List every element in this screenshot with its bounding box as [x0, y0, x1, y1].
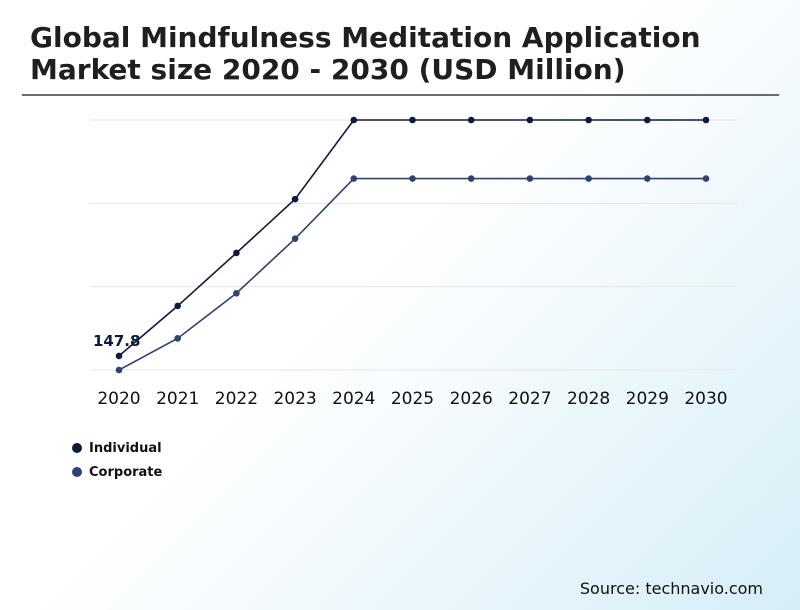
point-corporate-2030: [702, 175, 710, 182]
legend-marker-individual: [72, 443, 82, 453]
x-tick-label-2029: 2029: [626, 389, 669, 409]
data-label-0: 147.8: [93, 332, 140, 350]
point-individual-2025: [409, 116, 416, 124]
x-tick-label-2026: 2026: [450, 389, 493, 409]
point-corporate-2024: [350, 175, 358, 182]
point-individual-2028: [585, 116, 592, 124]
legend-item-individual: Individual: [72, 436, 162, 460]
point-corporate-2023: [291, 235, 299, 242]
series-line-individual: [118, 119, 706, 357]
x-tick-label-2023: 2023: [273, 389, 316, 409]
source-note: Source: technavio.com: [579, 579, 763, 598]
point-individual-2020: [115, 352, 123, 360]
point-individual-2027: [526, 116, 534, 124]
point-individual-2021: [174, 302, 181, 310]
series-line-corporate: [118, 177, 706, 371]
chart-title-line-1: Global Mindfulness Meditation Applicatio…: [30, 21, 701, 54]
chart-title: Global Mindfulness Meditation Applicatio…: [30, 22, 770, 86]
x-tick-label-2030: 2030: [684, 389, 727, 409]
legend-label-individual: Individual: [89, 440, 162, 456]
chart-title-line-2: Market size 2020 - 2030 (USD Million): [30, 53, 626, 86]
legend-marker-corporate: [72, 467, 82, 477]
point-corporate-2020: [115, 366, 123, 374]
x-tick-label-2024: 2024: [332, 389, 375, 409]
point-individual-2024: [350, 116, 358, 124]
title-divider: [22, 94, 779, 96]
point-corporate-2029: [644, 175, 651, 182]
point-individual-2022: [233, 249, 240, 257]
point-corporate-2028: [585, 175, 592, 182]
point-corporate-2022: [233, 289, 240, 297]
x-tick-label-2028: 2028: [567, 389, 610, 409]
x-tick-label-2025: 2025: [391, 389, 434, 409]
point-corporate-2027: [526, 175, 534, 182]
legend-label-corporate: Corporate: [89, 464, 163, 480]
point-individual-2030: [702, 116, 710, 124]
x-tick-label-2020: 2020: [97, 389, 140, 409]
point-individual-2026: [467, 116, 475, 124]
point-corporate-2026: [467, 175, 475, 182]
point-individual-2023: [291, 195, 299, 203]
x-tick-label-2027: 2027: [508, 389, 551, 409]
legend: Individual Corporate: [72, 436, 162, 484]
legend-item-corporate: Corporate: [72, 460, 162, 484]
x-tick-label-2021: 2021: [156, 389, 199, 409]
point-corporate-2025: [409, 175, 416, 182]
point-corporate-2021: [174, 335, 181, 342]
point-individual-2029: [644, 116, 651, 124]
x-tick-label-2022: 2022: [215, 389, 258, 409]
